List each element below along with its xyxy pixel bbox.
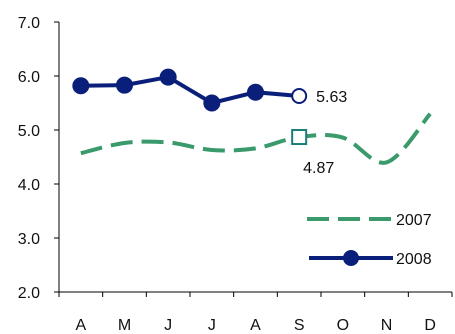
y-tick-label: 5.0 bbox=[18, 123, 40, 140]
series-2008-point bbox=[116, 76, 133, 94]
data-label-2008: 5.63 bbox=[316, 89, 347, 106]
legend-2008-label: 2008 bbox=[396, 251, 432, 268]
series-2008-point bbox=[203, 94, 221, 112]
x-tick-label: A bbox=[75, 317, 86, 334]
y-tick-label: 7.0 bbox=[18, 15, 40, 32]
legend: 2007 2008 bbox=[307, 212, 432, 268]
series-2008-point bbox=[72, 77, 90, 95]
x-tick-label: N bbox=[381, 317, 393, 334]
x-tick-label: J bbox=[164, 317, 172, 334]
series-area bbox=[72, 68, 432, 165]
y-tick-label: 6.0 bbox=[18, 69, 40, 86]
y-axis: 2.0 3.0 4.0 5.0 6.0 7.0 bbox=[18, 15, 60, 302]
y-tick-label: 3.0 bbox=[18, 231, 40, 248]
legend-2008-swatch-marker bbox=[343, 250, 359, 266]
y-tick-label: 2.0 bbox=[18, 285, 40, 302]
legend-2007-label: 2007 bbox=[396, 212, 432, 229]
x-tick-label: M bbox=[118, 317, 131, 334]
series-2007-line bbox=[80, 112, 432, 165]
x-tick-label: D bbox=[424, 317, 436, 334]
x-tick-label: J bbox=[208, 317, 216, 334]
annotations: 5.63 4.87 bbox=[303, 89, 347, 177]
series-2008-point bbox=[291, 87, 308, 104]
series-2008-point bbox=[159, 68, 177, 86]
series-2008-line bbox=[80, 74, 300, 106]
series-2007-point bbox=[291, 129, 308, 146]
series-2008-point bbox=[247, 83, 264, 101]
x-tick-label: S bbox=[294, 317, 305, 334]
data-label-2007: 4.87 bbox=[303, 160, 334, 177]
x-tick-label: A bbox=[250, 317, 261, 334]
y-tick-label: 4.0 bbox=[18, 177, 40, 194]
x-tick-label: O bbox=[337, 317, 349, 334]
